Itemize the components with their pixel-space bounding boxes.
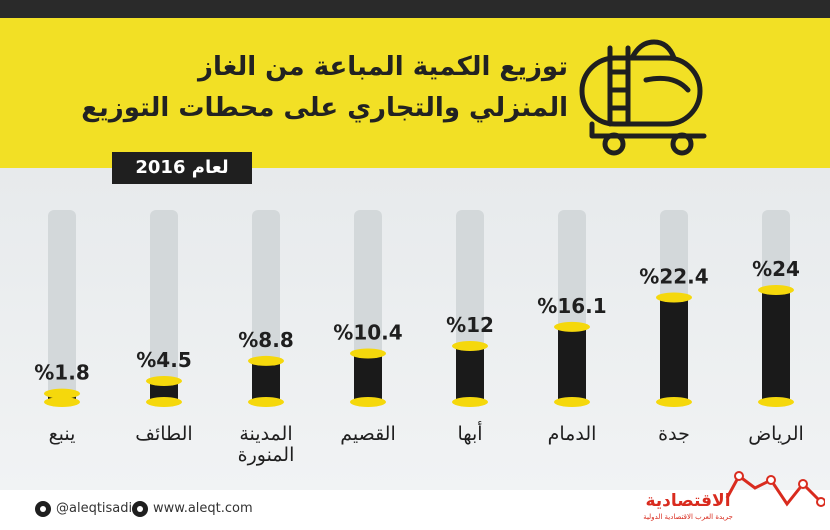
bar-top-cap — [554, 321, 590, 332]
twitter-handle[interactable]: @aleqtisadiah — [35, 499, 148, 519]
bar-track — [150, 210, 178, 402]
chart-title-line-1: توزيع الكمية المباعة من الغاز — [198, 52, 568, 82]
bar — [252, 360, 280, 402]
chart-title-line-2: المنزلي والتجاري على محطات التوزيع — [81, 93, 568, 123]
bar-top-cap — [758, 285, 794, 295]
category-label: الرياض — [748, 423, 804, 445]
category-label: جدة — [658, 423, 690, 445]
twitter-icon — [35, 500, 51, 517]
category-label: القصيم — [340, 423, 396, 445]
bar — [354, 353, 382, 402]
bar-track — [48, 210, 76, 402]
data-label: %8.8 — [238, 328, 293, 352]
website-text: www.aleqt.com — [153, 501, 253, 516]
bar — [660, 297, 688, 402]
bar — [558, 326, 586, 402]
chart-background — [0, 168, 830, 490]
bar-bottom-cap — [758, 397, 794, 407]
category-label: المنورة — [238, 444, 295, 466]
bar-bottom-cap — [248, 397, 284, 407]
data-label: %22.4 — [639, 264, 708, 288]
category-label: أبها — [457, 421, 482, 445]
gas-tanker-truck-icon — [579, 39, 707, 156]
bar-top-cap — [146, 376, 182, 386]
data-label: %10.4 — [333, 320, 402, 344]
twitter-handle-text: @aleqtisadiah — [56, 501, 149, 516]
bar-bottom-cap — [44, 397, 80, 407]
year-badge: لعام 2016 — [112, 152, 252, 184]
website-link[interactable]: www.aleqt.com — [132, 499, 253, 519]
data-label: %16.1 — [537, 294, 606, 318]
bar-bottom-cap — [146, 397, 182, 407]
bar-top-cap — [44, 388, 80, 399]
category-label: الطائف — [135, 423, 192, 445]
bar — [456, 346, 484, 402]
data-label: %12 — [446, 313, 494, 337]
brand-subtitle: جريدة العرب الاقتصادية الدولية — [643, 513, 733, 521]
category-label: المدينة — [239, 423, 292, 445]
bar-bottom-cap — [656, 397, 692, 407]
data-label: %24 — [752, 257, 800, 281]
brand-logo: الاقتصادية جريدة العرب الاقتصادية الدولي… — [628, 490, 748, 530]
bar-bottom-cap — [350, 397, 386, 407]
brand-name: الاقتصادية — [645, 491, 731, 511]
bar — [150, 381, 178, 402]
bar-chart: %24 الرياض %22.4 جدة %16.1 الدمام %12 أبها %10.4… — [34, 210, 804, 466]
bar-top-cap — [248, 355, 284, 366]
bar-top-cap — [350, 348, 386, 359]
data-label: %1.8 — [34, 361, 89, 385]
bar — [762, 290, 790, 402]
bar-top-cap — [656, 292, 692, 303]
bar-bottom-cap — [554, 397, 590, 407]
brand-line-graph-icon — [725, 471, 825, 507]
bar-top-cap — [452, 341, 488, 351]
globe-icon — [132, 500, 148, 517]
category-label: ينبع — [49, 423, 76, 445]
bar-track — [252, 210, 280, 402]
data-label: %4.5 — [136, 348, 191, 372]
bar-bottom-cap — [452, 397, 488, 407]
category-label: الدمام — [548, 423, 597, 445]
top-strip — [0, 0, 830, 18]
